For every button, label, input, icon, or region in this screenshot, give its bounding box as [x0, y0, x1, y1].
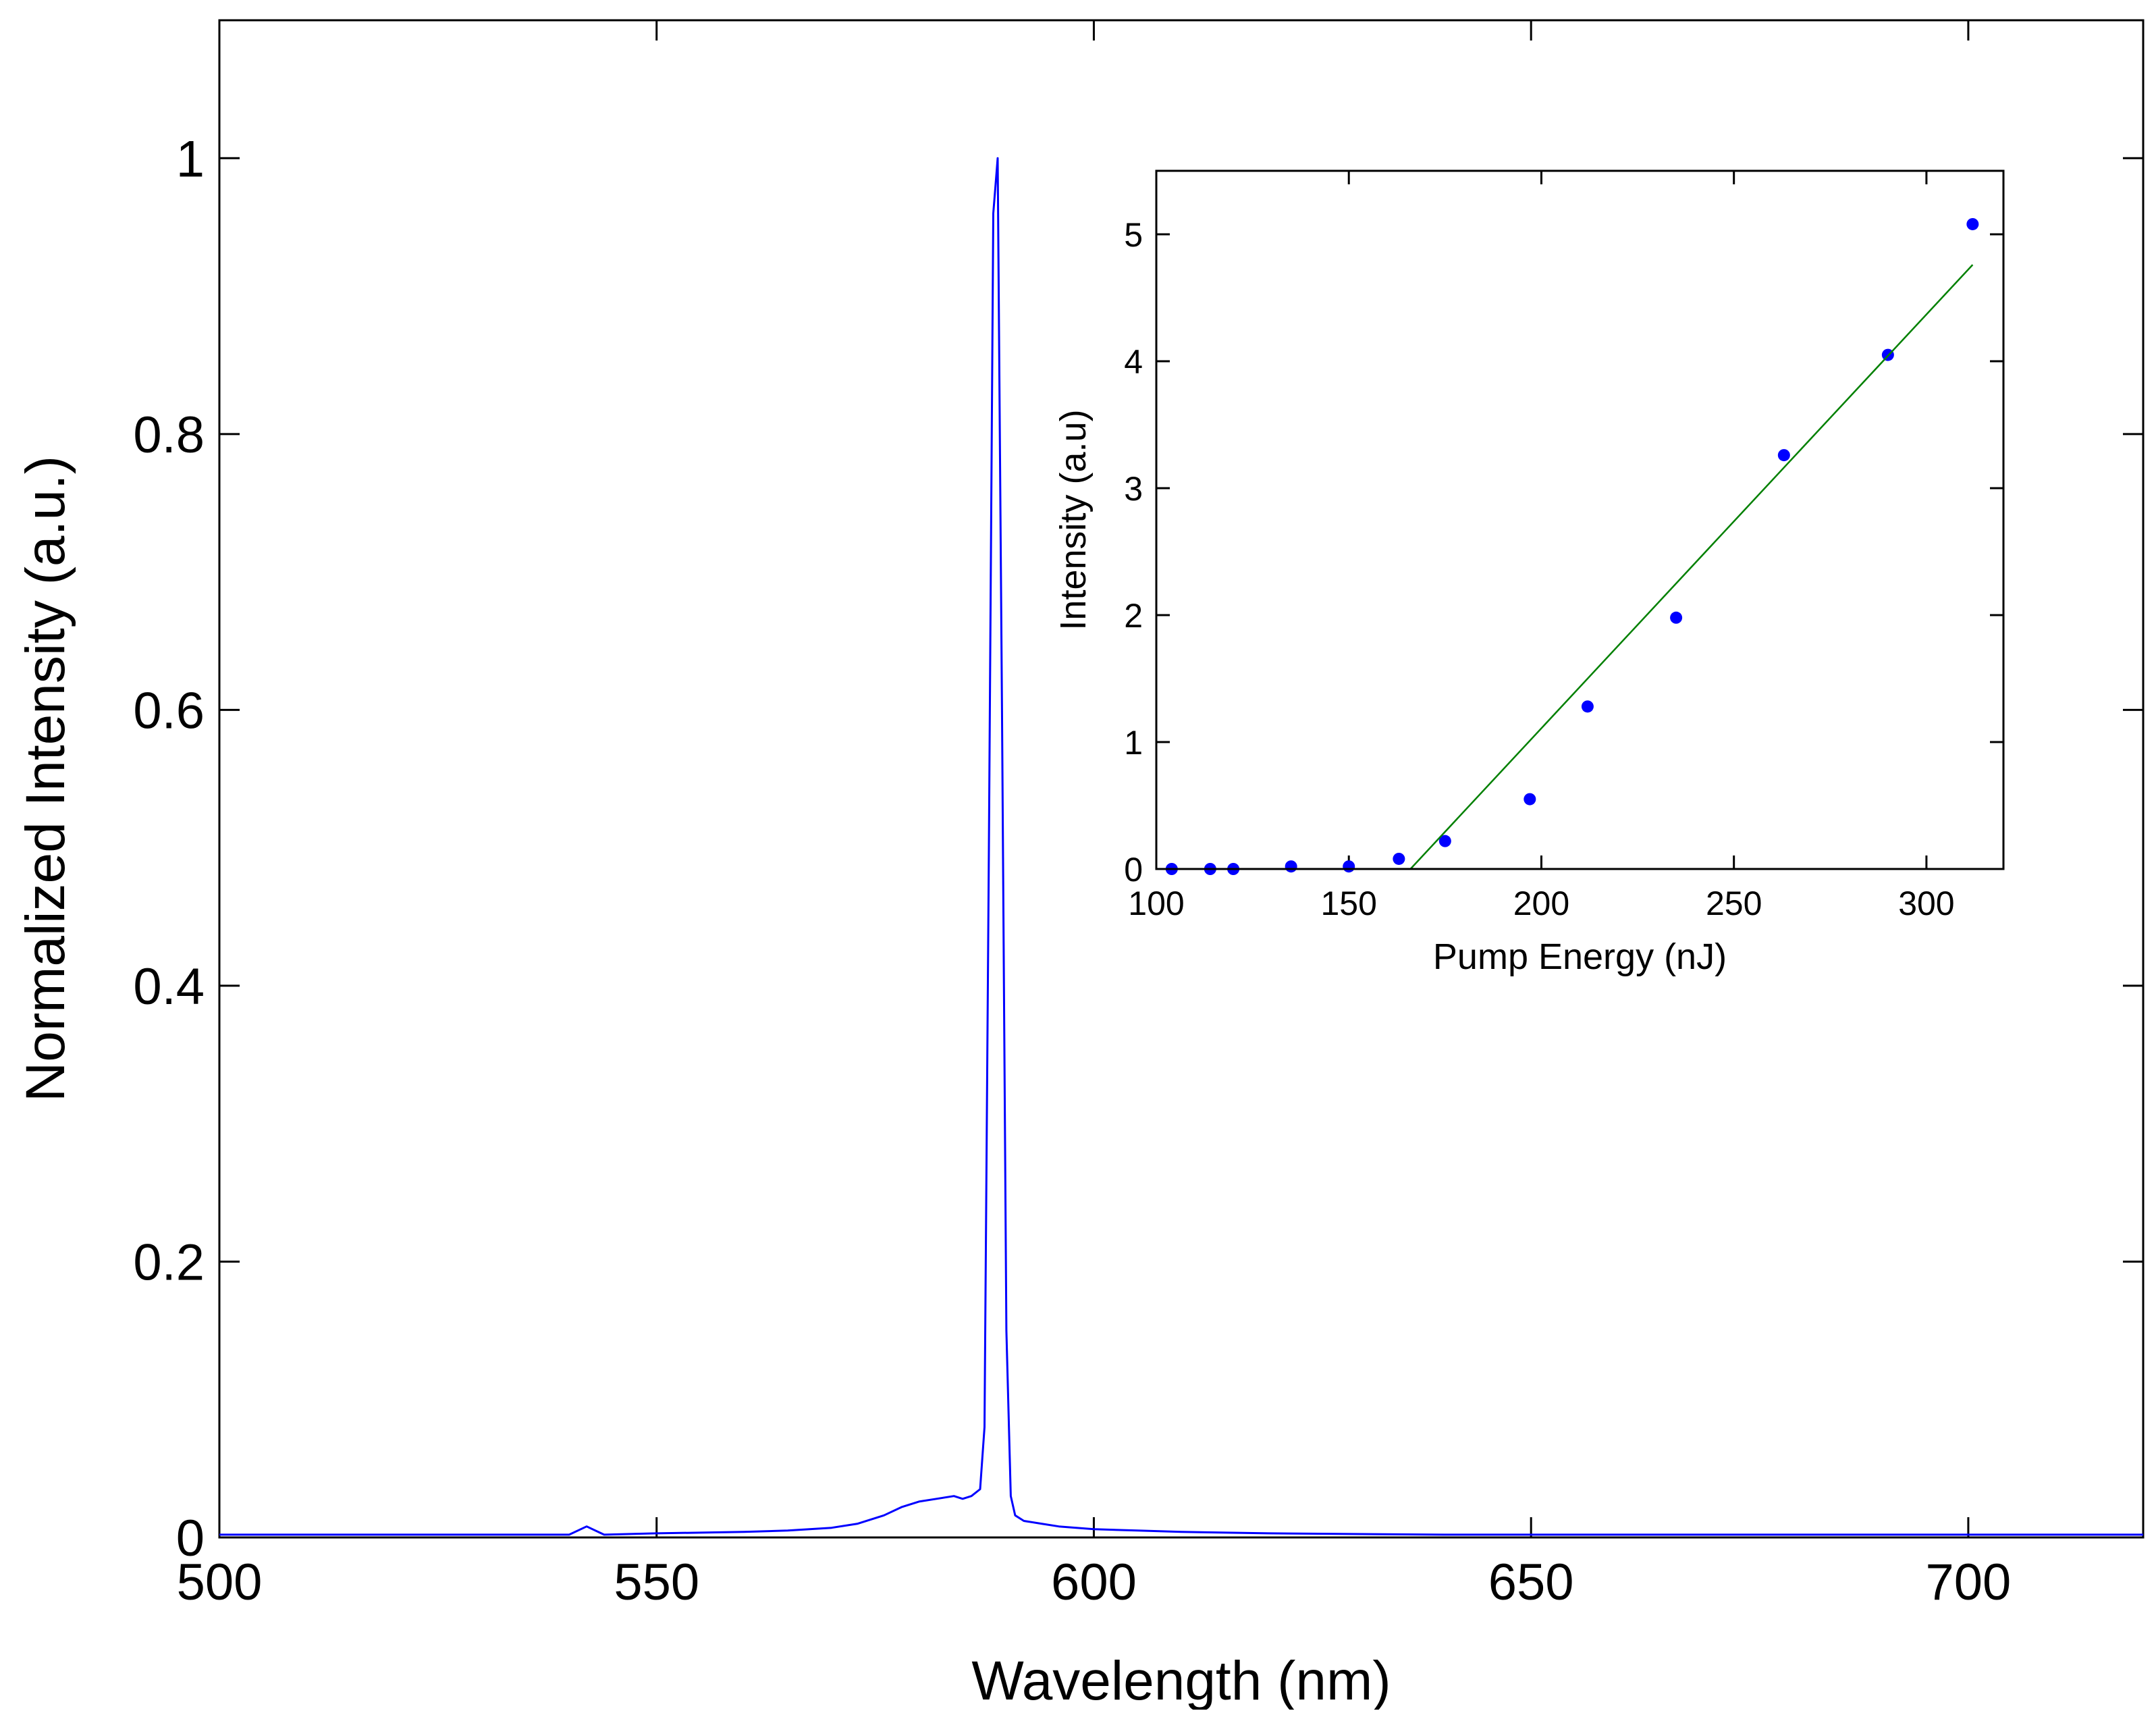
main-y-tick-label: 0 — [176, 1510, 205, 1567]
main-y-tick-label: 1 — [176, 130, 205, 188]
inset-data-point — [1438, 835, 1451, 847]
inset-y-axis: 0 1 2 3 4 5 — [1124, 216, 2003, 889]
main-y-axis: 0 0.2 0.4 0.6 0.8 1 — [133, 130, 2143, 1567]
main-x-axis-label: Wavelength (nm) — [971, 1650, 1391, 1710]
main-x-tick-label: 550 — [614, 1554, 699, 1611]
main-y-tick-label: 0.6 — [133, 682, 205, 739]
inset-x-axis: 100 150 200 250 300 — [1128, 171, 1955, 922]
main-plot-frame — [218, 19, 2145, 1539]
inset-x-tick-label: 200 — [1513, 885, 1569, 922]
inset-data-point — [1343, 860, 1355, 873]
main-plot: 500 550 600 650 700 0 0.2 0.4 0.6 0.8 1 Wavelengt… — [15, 19, 2145, 1712]
main-series-group — [219, 157, 2143, 1536]
inset-plot-frame — [1155, 169, 2005, 870]
main-x-axis: 500 550 600 650 700 — [177, 20, 2012, 1611]
inset-series-line-1 — [1409, 264, 1974, 870]
inset-data-point — [1966, 217, 1979, 230]
inset-y-tick-label: 3 — [1124, 470, 1143, 508]
inset-data-point — [1581, 700, 1594, 713]
inset-data-point — [1524, 793, 1536, 806]
main-y-axis-label: Normalized Intensity (a.u.) — [15, 456, 76, 1102]
main-series-line-0 — [219, 157, 2143, 1536]
inset-x-tick-label: 100 — [1128, 885, 1184, 922]
main-y-tick-label: 0.2 — [133, 1234, 205, 1291]
main-x-tick-label: 500 — [177, 1554, 263, 1611]
inset-y-tick-label: 2 — [1124, 597, 1143, 635]
inset-data-point — [1670, 611, 1683, 624]
inset-y-axis-label: Intensity (a.u) — [1053, 409, 1094, 630]
inset-data-point — [1285, 860, 1297, 873]
main-x-tick-label: 650 — [1488, 1554, 1574, 1611]
main-x-tick-label: 600 — [1051, 1554, 1137, 1611]
main-y-tick-label: 0.4 — [133, 958, 205, 1016]
inset-plot-background — [1156, 171, 2003, 869]
inset-y-tick-label: 1 — [1124, 724, 1143, 762]
inset-x-tick-label: 150 — [1321, 885, 1377, 922]
inset-y-tick-label: 5 — [1124, 216, 1143, 254]
main-y-tick-label: 0.8 — [133, 406, 205, 464]
inset-y-tick-label: 4 — [1124, 343, 1143, 381]
inset-data-point — [1777, 449, 1790, 462]
inset-y-tick-label: 0 — [1124, 851, 1143, 889]
inset-x-axis-label: Pump Energy (nJ) — [1433, 937, 1727, 977]
inset-data-point — [1393, 852, 1405, 865]
main-x-tick-label: 700 — [1926, 1554, 2012, 1611]
inset-x-tick-label: 300 — [1898, 885, 1954, 922]
inset-x-tick-label: 250 — [1706, 885, 1762, 922]
